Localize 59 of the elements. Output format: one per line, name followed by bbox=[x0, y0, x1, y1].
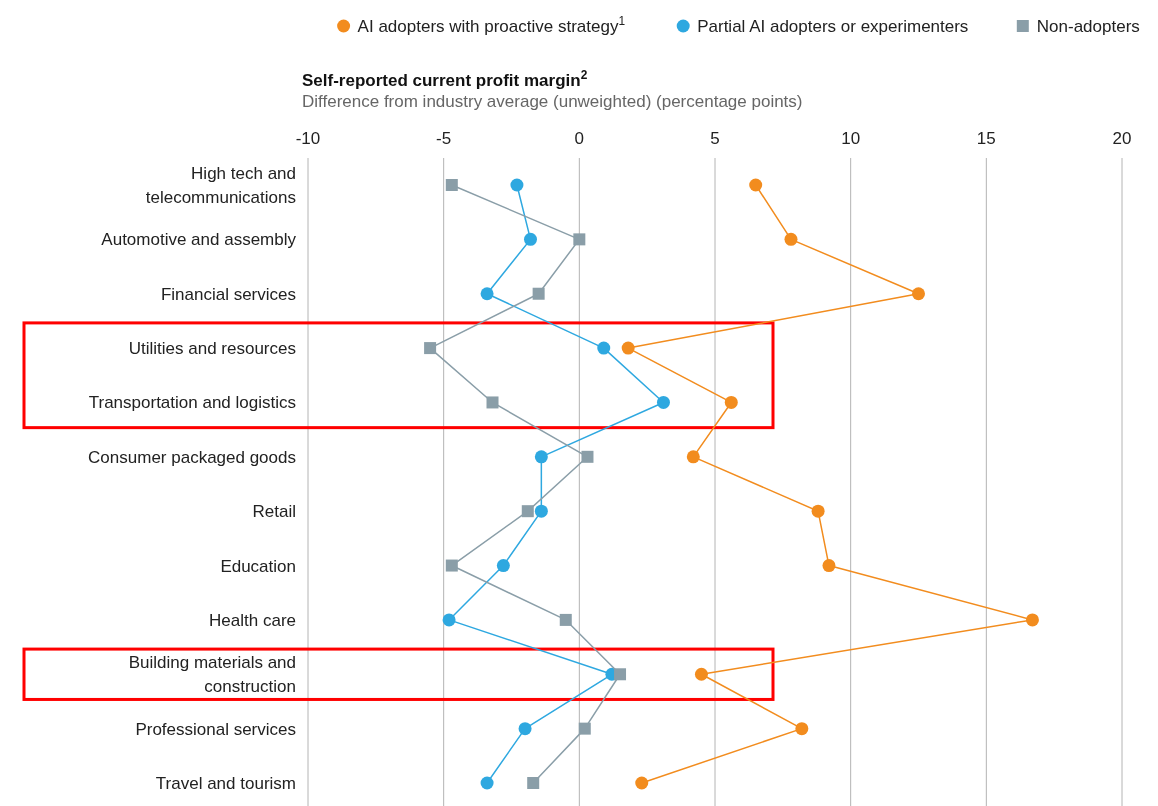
point bbox=[784, 232, 798, 246]
point bbox=[445, 179, 458, 191]
x-tick-label: -5 bbox=[436, 129, 452, 148]
point bbox=[559, 613, 572, 626]
point bbox=[621, 341, 635, 355]
y-tick-label: Financial services bbox=[160, 284, 296, 304]
x-tick-label: 10 bbox=[841, 129, 861, 148]
point bbox=[694, 667, 708, 681]
point bbox=[523, 232, 537, 246]
point bbox=[445, 559, 458, 572]
x-tick-label: 20 bbox=[1112, 129, 1132, 148]
point bbox=[532, 287, 545, 300]
point bbox=[597, 341, 611, 355]
x-tick-label: 0 bbox=[574, 129, 585, 148]
y-tick-label: Consumer packaged goods bbox=[88, 447, 296, 467]
chart-subtitle: Difference from industry average (unweighted) (percentage points) bbox=[302, 92, 803, 111]
y-tick-label: Professional services bbox=[135, 719, 296, 739]
x-tick-label: 15 bbox=[976, 129, 996, 148]
point bbox=[518, 722, 532, 736]
point bbox=[614, 668, 627, 681]
legend-label: Partial AI adopters or experimenters bbox=[697, 17, 969, 36]
point bbox=[480, 287, 494, 301]
point bbox=[527, 777, 540, 789]
point bbox=[573, 233, 586, 246]
point bbox=[724, 395, 738, 409]
point bbox=[496, 559, 510, 573]
y-tick-label: Utilities and resources bbox=[128, 339, 296, 359]
point bbox=[912, 287, 925, 301]
point bbox=[1025, 613, 1039, 627]
point bbox=[749, 178, 763, 192]
y-tick-label: High tech and telecommunications bbox=[145, 164, 296, 207]
x-tick-label: -10 bbox=[295, 129, 321, 148]
point bbox=[510, 178, 524, 192]
y-tick-label: Building materials and construction bbox=[128, 653, 296, 697]
chart-title: Self-reported current profit margin$^{2}$ bbox=[302, 68, 588, 90]
point bbox=[480, 776, 494, 790]
point bbox=[424, 342, 437, 355]
point bbox=[822, 559, 836, 573]
point bbox=[578, 722, 591, 735]
point bbox=[581, 450, 594, 463]
y-tick-label: Health care bbox=[209, 610, 296, 630]
point bbox=[686, 450, 700, 464]
x-tick-label: 5 bbox=[710, 129, 720, 148]
point bbox=[521, 505, 534, 518]
y-tick-label: Transportation and logistics bbox=[88, 393, 296, 413]
point bbox=[635, 776, 649, 790]
point bbox=[795, 722, 809, 736]
point bbox=[656, 395, 670, 409]
point bbox=[486, 396, 499, 409]
y-tick-label: Travel and tourism bbox=[155, 774, 296, 793]
legend-label: AI adopters with proactive strategy$^{1}$ bbox=[357, 14, 626, 36]
y-tick-label: Automotive and assembly bbox=[101, 230, 297, 250]
y-tick-label: Retail bbox=[252, 502, 296, 522]
y-tick-label: Education bbox=[220, 556, 296, 576]
legend-label: Non-adopters bbox=[1036, 17, 1140, 36]
point bbox=[442, 613, 456, 627]
point bbox=[811, 504, 825, 518]
point bbox=[534, 450, 548, 464]
point bbox=[534, 504, 548, 518]
